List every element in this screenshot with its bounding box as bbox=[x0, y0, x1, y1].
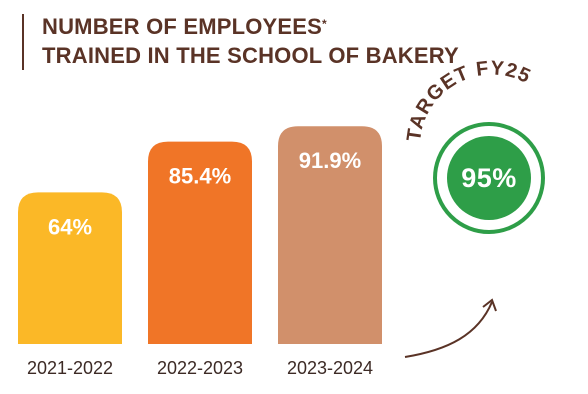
title-line-1: NUMBER OF EMPLOYEES* bbox=[42, 12, 459, 41]
title-line-2: TRAINED IN THE SCHOOL OF BAKERY bbox=[42, 43, 459, 68]
category-label: 2021-2022 bbox=[27, 358, 113, 378]
trend-arrow-curve bbox=[404, 301, 493, 358]
trend-arrow-head bbox=[482, 298, 497, 312]
title-asterisk: * bbox=[322, 17, 327, 31]
target-value: 95% bbox=[461, 162, 517, 193]
chart-title: NUMBER OF EMPLOYEES* TRAINED IN THE SCHO… bbox=[42, 12, 459, 70]
category-label: 2023-2024 bbox=[287, 358, 373, 378]
title-accent-rule bbox=[22, 14, 24, 70]
bar-value-label: 64% bbox=[48, 214, 92, 239]
category-label: 2022-2023 bbox=[157, 358, 243, 378]
bar-value-label: 85.4% bbox=[169, 164, 231, 189]
bar-2021-2022 bbox=[18, 192, 122, 344]
target-disc: 95% bbox=[447, 136, 531, 220]
bar-2022-2023 bbox=[148, 141, 252, 344]
target-ring: 95% bbox=[433, 122, 545, 234]
bar-2023-2024 bbox=[278, 126, 382, 345]
bar-value-label: 91.9% bbox=[299, 148, 361, 173]
title-text-1: NUMBER OF EMPLOYEES bbox=[42, 14, 323, 39]
